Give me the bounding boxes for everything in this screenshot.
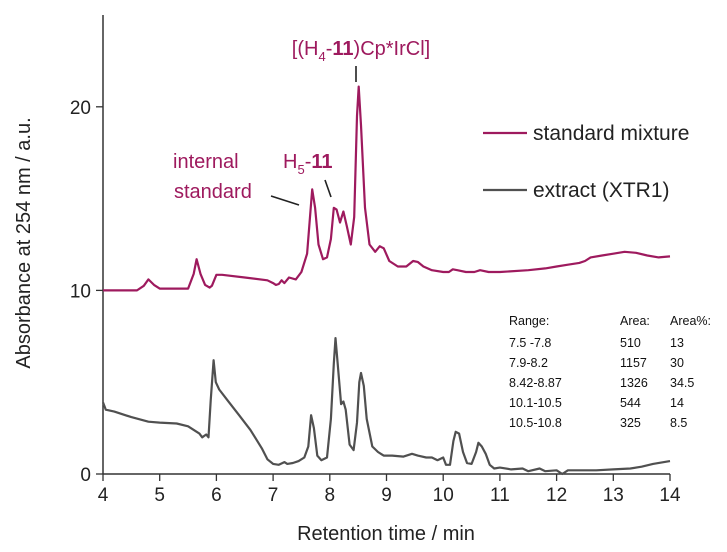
table-cell-area-percent: 30 xyxy=(670,356,684,370)
x-tick-label: 8 xyxy=(325,485,336,506)
x-tick-label: 13 xyxy=(603,485,624,506)
x-tick-label: 12 xyxy=(546,485,567,506)
y-tick-label: 10 xyxy=(70,281,91,302)
series-line-extract-xtr1 xyxy=(101,337,671,476)
annotation-h5-pointer xyxy=(324,179,332,198)
table-cell-range: 10.1-10.5 xyxy=(509,396,562,410)
table-cell-area: 510 xyxy=(620,336,641,350)
x-axis-title: Retention time / min xyxy=(297,523,475,545)
annotation-internal-standard-line1: internal xyxy=(173,151,239,173)
series-line-standard-mixture xyxy=(103,85,671,292)
x-tick-label: 11 xyxy=(490,485,510,506)
table-cell-range: 10.5-10.8 xyxy=(509,416,562,430)
legend-label-extract-xtr1: extract (XTR1) xyxy=(533,179,670,202)
annotation-complex-label: [(H4-11)Cp*IrCl] xyxy=(292,38,430,64)
axis-ticks: 4 5 6 7 8 9 10 11 12 13 14 0 10 20 xyxy=(70,98,681,506)
x-tick-label: 7 xyxy=(268,485,279,506)
table-cell-range: 7.9-8.2 xyxy=(509,356,548,370)
table-cell-range: 7.5 -7.8 xyxy=(509,336,551,350)
table-header-area-percent: Area%: xyxy=(670,314,711,328)
table-cell-area-percent: 34.5 xyxy=(670,376,694,390)
table-cell-area: 325 xyxy=(620,416,641,430)
annotation-h5-label: H5-11 xyxy=(283,151,333,177)
table-header-range: Range: xyxy=(509,314,549,328)
x-tick-label: 14 xyxy=(659,485,681,506)
table-cell-area: 1326 xyxy=(620,376,648,390)
y-tick-label: 20 xyxy=(70,98,91,119)
table-cell-area: 1157 xyxy=(620,356,647,370)
x-tick-label: 9 xyxy=(381,485,392,506)
y-tick-label: 0 xyxy=(80,465,91,486)
x-tick-label: 5 xyxy=(154,485,165,506)
annotations: [(H4-11)Cp*IrCl] H5-11 internal standard xyxy=(173,38,430,206)
annotation-internal-standard-pointer xyxy=(270,195,300,206)
table-cell-range: 8.42-8.87 xyxy=(509,376,562,390)
area-table: Range: Area: Area%: 7.5 -7.8 510 13 7.9-… xyxy=(509,314,711,430)
legend: standard mixture extract (XTR1) xyxy=(483,122,689,202)
table-cell-area-percent: 8.5 xyxy=(670,416,687,430)
table-cell-area: 544 xyxy=(620,396,641,410)
x-tick-label: 4 xyxy=(98,485,109,506)
table-header-area: Area: xyxy=(620,314,650,328)
table-cell-area-percent: 13 xyxy=(670,336,684,350)
annotation-internal-standard-line2: standard xyxy=(174,181,252,203)
x-tick-label: 10 xyxy=(433,485,454,506)
legend-label-standard-mixture: standard mixture xyxy=(533,122,689,145)
table-cell-area-percent: 14 xyxy=(670,396,684,410)
y-axis-title: Absorbance at 254 nm / a.u. xyxy=(13,117,35,368)
x-tick-label: 6 xyxy=(211,485,222,506)
